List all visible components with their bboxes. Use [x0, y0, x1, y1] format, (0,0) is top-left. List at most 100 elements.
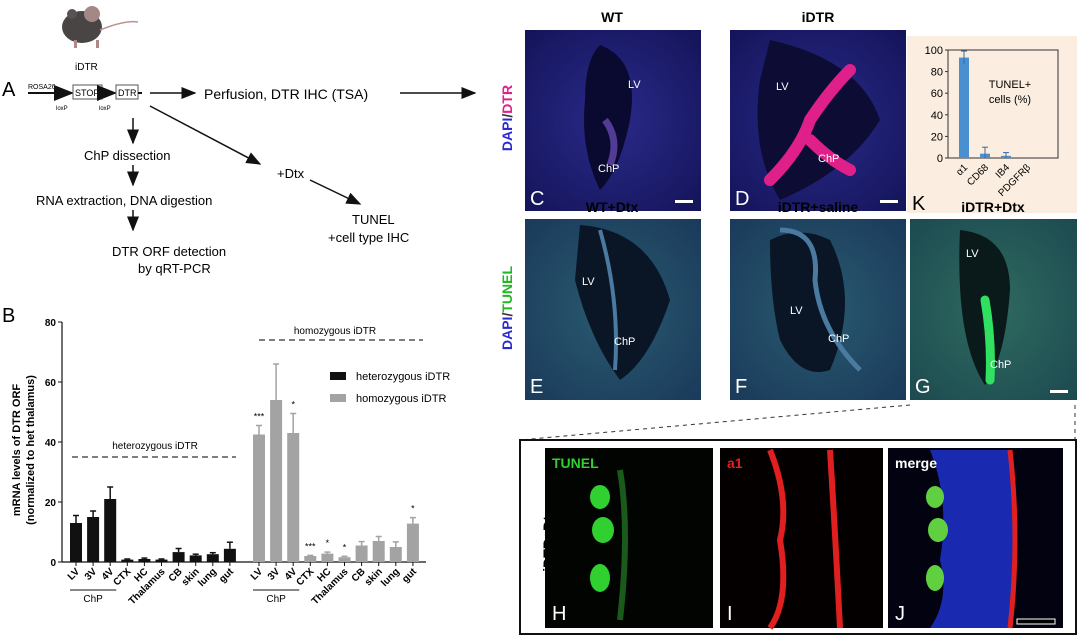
bar: [87, 517, 100, 562]
panel-title: iDTR+Dtx: [961, 199, 1025, 215]
chp-label: ChP: [990, 359, 1011, 371]
bar: [372, 541, 385, 562]
micrograph-c: WT LV ChP C: [525, 9, 701, 211]
y-tick-label: 0: [937, 153, 943, 165]
panel-letter-j: J: [895, 603, 905, 625]
y-tick-label: 100: [925, 45, 943, 57]
chp-label: ChP: [614, 336, 635, 348]
panel-b: B mRNA levels of DTR ORF (normalized to …: [2, 305, 450, 607]
micrograph-j: merge J: [888, 448, 1063, 629]
y-tick-label: 20: [45, 498, 57, 509]
x-tick-label: gut: [217, 566, 236, 585]
micrograph-e: WT+Dtx LV ChP E: [525, 199, 701, 400]
bar: [253, 434, 265, 562]
x-tick-label: gut: [400, 566, 419, 585]
step-dtx: +Dtx: [277, 166, 305, 181]
panel-letter-e: E: [530, 376, 543, 398]
chp-group-label: ChP: [266, 594, 286, 605]
panel-letter-c: C: [530, 188, 544, 210]
bar: [223, 548, 236, 562]
legend-label: homozygous iDTR: [356, 393, 447, 405]
x-tick-label: lung: [196, 566, 219, 589]
hom-group-title: homozygous iDTR: [294, 326, 376, 337]
panel-title: iDTR+saline: [778, 199, 859, 215]
panel-letter-d: D: [735, 188, 749, 210]
micrograph-i: a1 I: [720, 448, 883, 630]
lv-label: LV: [790, 305, 803, 317]
y-tick-label: 60: [45, 378, 57, 389]
chart-title: TUNEL+: [989, 79, 1032, 91]
x-tick-label: skin: [180, 566, 202, 588]
chp-label: ChP: [818, 153, 839, 165]
bar: [304, 556, 317, 562]
x-tick-label: CTX: [112, 566, 134, 588]
panel-letter-f: F: [735, 376, 747, 398]
y-axis-label: mRNA levels of DTR ORF: [11, 384, 23, 517]
bar: [172, 552, 185, 562]
inset-panel: iDTR+Dtx TUNEL H a1 I merge J: [519, 439, 1077, 635]
bar: [355, 545, 368, 562]
stain-label: a1: [727, 455, 743, 471]
significance-label: *: [343, 542, 347, 552]
bar: [959, 57, 969, 159]
x-tick-label: CTX: [295, 566, 317, 588]
significance-label: *: [411, 504, 415, 514]
mouse-icon: [62, 6, 139, 48]
step-orf-2: by qRT-PCR: [138, 261, 211, 276]
locus-label: ROSA26: [28, 84, 56, 91]
bar: [104, 499, 117, 562]
y-axis-label-2: (normalized to het thalamus): [25, 375, 37, 525]
step-rna: RNA extraction, DNA digestion: [36, 193, 212, 208]
panel-letter-k: K: [912, 193, 926, 215]
step-dissection: ChP dissection: [84, 148, 170, 163]
panel-a: iDTR A ROSA26 STOP DTR loxP loxP Perfusi…: [2, 6, 477, 276]
bar: [70, 523, 82, 562]
y-tick-label: 20: [931, 131, 943, 143]
loxp-label: loxP: [56, 106, 68, 112]
bar: [389, 547, 402, 562]
panel-title: iDTR: [802, 9, 835, 25]
micrograph-h: TUNEL H: [545, 448, 713, 628]
mouse-label: iDTR: [75, 62, 98, 73]
panel-letter-i: I: [727, 603, 733, 625]
bar: [138, 559, 151, 562]
significance-label: *: [291, 400, 295, 410]
step-orf-1: DTR ORF detection: [112, 244, 226, 259]
y-tick-label: 40: [931, 110, 943, 122]
significance-label: ***: [305, 541, 316, 551]
scale-bar: [1050, 390, 1068, 393]
legend-swatch: [330, 372, 346, 380]
bar: [121, 559, 134, 562]
panel-title: WT: [601, 9, 623, 25]
x-tick-label: LV: [66, 566, 83, 583]
micrograph-d: iDTR LV ChP D: [730, 9, 906, 211]
loxp-label: loxP: [99, 106, 111, 112]
scale-bar: [880, 200, 898, 203]
bar: [155, 559, 168, 562]
significance-label: ***: [254, 412, 265, 422]
x-tick-label: lung: [379, 566, 402, 589]
legend-swatch: [330, 394, 346, 402]
x-tick-label: 3V: [266, 566, 283, 583]
x-tick-label: LV: [249, 566, 266, 583]
lv-label: LV: [582, 276, 595, 288]
y-tick-label: 80: [931, 67, 943, 79]
y-tick-label: 40: [45, 438, 57, 449]
chart-title-2: cells (%): [989, 94, 1031, 106]
bar: [406, 523, 419, 562]
y-tick-label: 80: [45, 318, 57, 329]
row2-stain-label: DAPI/TUNEL: [499, 266, 515, 350]
micrograph-g: iDTR+Dtx LV ChP G: [910, 199, 1077, 400]
bar: [189, 555, 202, 562]
lv-label: LV: [966, 248, 979, 260]
x-tick-label: skin: [363, 566, 385, 588]
dtr-label: DTR: [118, 88, 137, 98]
panel-letter-g: G: [915, 376, 931, 398]
legend-label: heterozygous iDTR: [356, 371, 450, 383]
row1-stain-label: DAPI/DTR: [499, 85, 515, 151]
scale-bar: [675, 200, 693, 203]
bar: [338, 557, 351, 562]
